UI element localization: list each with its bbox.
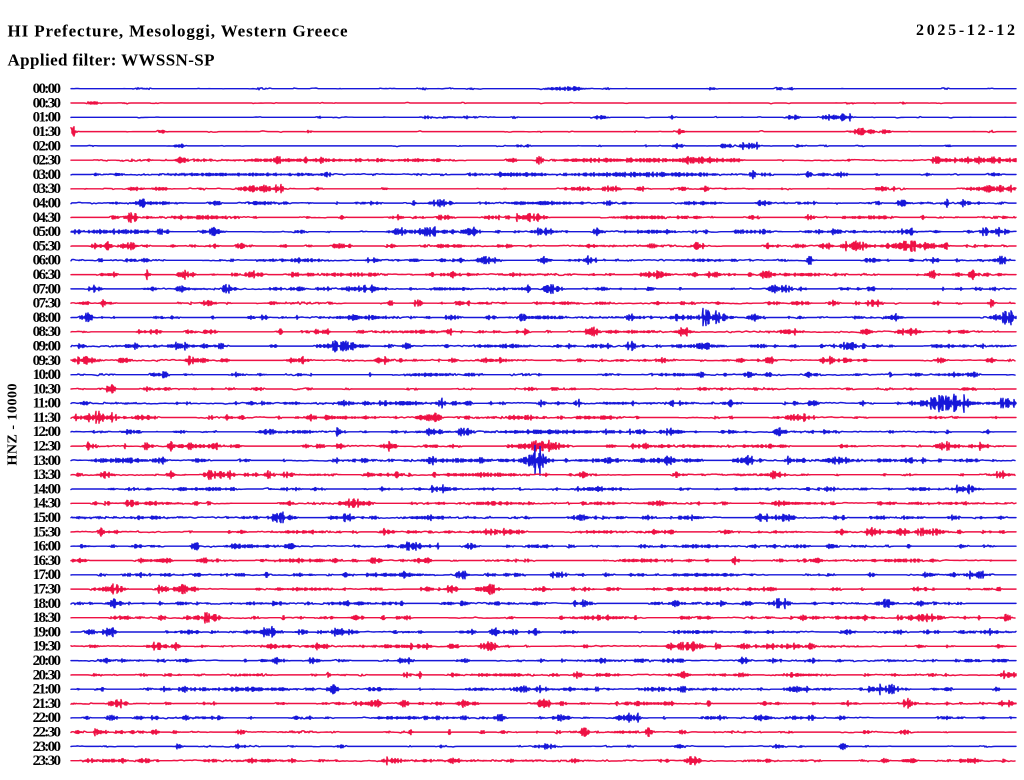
svg-text:06:30: 06:30 (33, 267, 61, 283)
svg-text:04:00: 04:00 (33, 196, 61, 212)
svg-text:02:00: 02:00 (33, 138, 61, 154)
svg-text:20:30: 20:30 (33, 667, 61, 683)
svg-text:03:00: 03:00 (33, 167, 61, 183)
svg-text:19:30: 19:30 (33, 639, 61, 655)
svg-text:16:00: 16:00 (33, 539, 61, 555)
svg-text:01:30: 01:30 (33, 124, 61, 140)
svg-text:12:00: 12:00 (33, 424, 61, 440)
svg-text:22:30: 22:30 (33, 725, 61, 741)
svg-text:21:30: 21:30 (33, 696, 61, 712)
svg-text:00:30: 00:30 (33, 95, 61, 111)
svg-text:19:00: 19:00 (33, 624, 61, 640)
svg-text:10:00: 10:00 (33, 367, 61, 383)
svg-text:23:00: 23:00 (33, 739, 61, 755)
svg-text:01:00: 01:00 (33, 110, 61, 126)
svg-text:22:00: 22:00 (33, 710, 61, 726)
svg-text:21:00: 21:00 (33, 682, 61, 698)
svg-text:02:30: 02:30 (33, 153, 61, 169)
svg-text:18:30: 18:30 (33, 610, 61, 626)
svg-text:03:30: 03:30 (33, 181, 61, 197)
svg-text:20:00: 20:00 (33, 653, 61, 669)
svg-text:14:30: 14:30 (33, 496, 61, 512)
svg-text:23:30: 23:30 (33, 753, 61, 769)
svg-text:11:00: 11:00 (33, 396, 61, 412)
svg-text:08:00: 08:00 (33, 310, 61, 326)
svg-text:17:00: 17:00 (33, 567, 61, 583)
svg-text:15:30: 15:30 (33, 524, 61, 540)
svg-text:09:00: 09:00 (33, 339, 61, 355)
svg-text:06:00: 06:00 (33, 253, 61, 269)
svg-text:18:00: 18:00 (33, 596, 61, 612)
svg-text:04:30: 04:30 (33, 210, 61, 226)
svg-text:08:30: 08:30 (33, 324, 61, 340)
svg-text:HI Prefecture, Mesologgi, West: HI Prefecture, Mesologgi, Western Greece (8, 22, 348, 41)
svg-text:13:30: 13:30 (33, 467, 61, 483)
svg-text:07:30: 07:30 (33, 296, 61, 312)
svg-text:13:00: 13:00 (33, 453, 61, 469)
svg-text:07:00: 07:00 (33, 281, 61, 297)
svg-text:HNZ - 10000: HNZ - 10000 (6, 384, 21, 466)
svg-text:14:00: 14:00 (33, 481, 61, 497)
svg-text:16:30: 16:30 (33, 553, 61, 569)
svg-text:Applied filter: WWSSN-SP: Applied filter: WWSSN-SP (8, 50, 215, 69)
svg-text:15:00: 15:00 (33, 510, 61, 526)
svg-text:00:00: 00:00 (33, 81, 61, 97)
svg-text:11:30: 11:30 (33, 410, 61, 426)
svg-text:05:00: 05:00 (33, 224, 61, 240)
svg-text:17:30: 17:30 (33, 582, 61, 598)
svg-text:12:30: 12:30 (33, 439, 61, 455)
svg-text:05:30: 05:30 (33, 238, 61, 254)
svg-text:09:30: 09:30 (33, 353, 61, 369)
svg-text:10:30: 10:30 (33, 381, 61, 397)
